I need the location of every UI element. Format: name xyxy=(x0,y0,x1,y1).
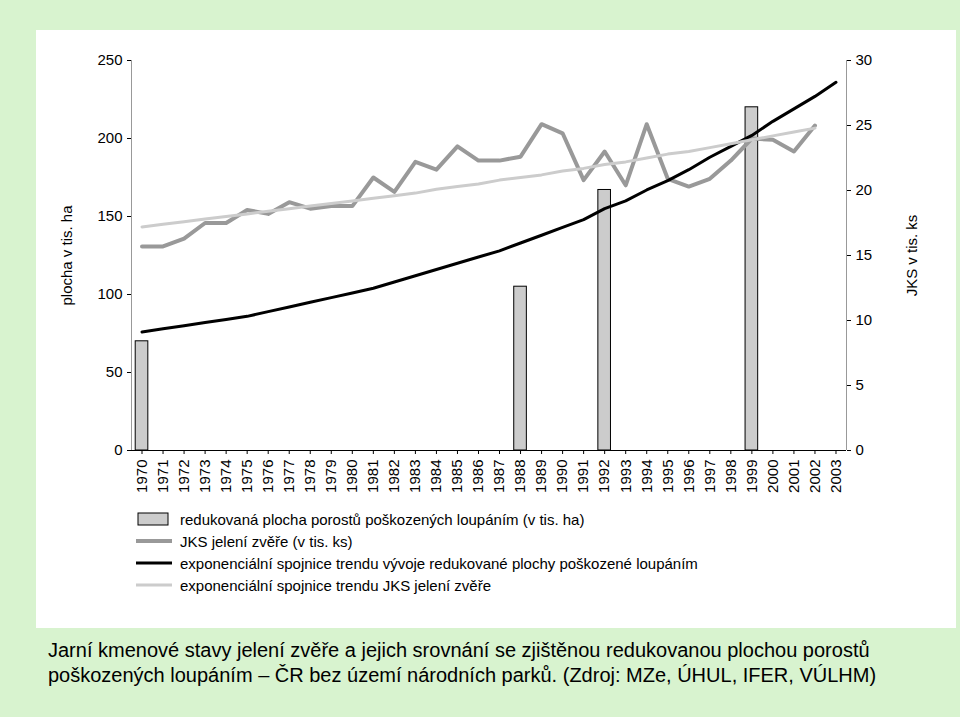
svg-text:1999: 1999 xyxy=(743,460,760,493)
svg-text:15: 15 xyxy=(856,246,873,263)
svg-text:1972: 1972 xyxy=(175,460,192,493)
svg-text:50: 50 xyxy=(106,363,123,380)
svg-text:1970: 1970 xyxy=(133,460,150,493)
svg-text:1978: 1978 xyxy=(301,460,318,493)
svg-text:1989: 1989 xyxy=(532,460,549,493)
svg-text:1996: 1996 xyxy=(680,460,697,493)
svg-text:25: 25 xyxy=(856,116,873,133)
svg-text:1980: 1980 xyxy=(343,460,360,493)
svg-text:200: 200 xyxy=(97,129,122,146)
svg-text:1991: 1991 xyxy=(574,460,591,493)
html-text:redukovaná plocha porostů pošk: redukovaná plocha porostů poškozených lo… xyxy=(180,510,585,528)
svg-text:1979: 1979 xyxy=(322,460,339,493)
svg-text:1983: 1983 xyxy=(406,460,423,493)
svg-text:1987: 1987 xyxy=(490,460,507,493)
svg-text:1984: 1984 xyxy=(427,460,444,493)
svg-text:1982: 1982 xyxy=(385,460,402,493)
svg-text:1973: 1973 xyxy=(196,460,213,493)
svg-text:JKS v tis. ks: JKS v tis. ks xyxy=(903,215,920,297)
svg-text:10: 10 xyxy=(856,311,873,328)
svg-text:1974: 1974 xyxy=(217,460,234,493)
svg-text:20: 20 xyxy=(856,181,873,198)
svg-text:1990: 1990 xyxy=(553,460,570,493)
html-text:Jarní kmenové stavy jelení zvě: Jarní kmenové stavy jelení zvěře a jejic… xyxy=(48,639,877,686)
svg-text:5: 5 xyxy=(856,376,864,393)
svg-text:1994: 1994 xyxy=(638,460,655,493)
svg-text:100: 100 xyxy=(97,285,122,302)
svg-text:1977: 1977 xyxy=(280,460,297,493)
svg-text:1993: 1993 xyxy=(616,460,633,493)
svg-text:2000: 2000 xyxy=(764,460,781,493)
svg-text:1992: 1992 xyxy=(595,460,612,493)
svg-text:1986: 1986 xyxy=(469,460,486,493)
html-text:exponenciální spojnice trendu: exponenciální spojnice trendu JKS jelení… xyxy=(180,576,491,594)
svg-text:1995: 1995 xyxy=(659,460,676,493)
svg-text:0: 0 xyxy=(856,441,864,458)
svg-text:2003: 2003 xyxy=(827,460,844,493)
svg-text:2001: 2001 xyxy=(785,460,802,493)
svg-text:1971: 1971 xyxy=(154,460,171,493)
svg-text:250: 250 xyxy=(97,51,122,68)
svg-text:1988: 1988 xyxy=(511,460,528,493)
svg-text:30: 30 xyxy=(856,51,873,68)
svg-text:150: 150 xyxy=(97,207,122,224)
svg-text:1998: 1998 xyxy=(722,460,739,493)
html-text:exponenciální spojnice trendu: exponenciální spojnice trendu vývoje red… xyxy=(180,554,698,572)
svg-text:1985: 1985 xyxy=(448,460,465,493)
html-text:JKS jelení zvěře (v tis. ks): JKS jelení zvěře (v tis. ks) xyxy=(180,532,353,550)
svg-text:plocha v tis. ha: plocha v tis. ha xyxy=(58,205,75,306)
svg-text:1981: 1981 xyxy=(364,460,381,493)
svg-text:2002: 2002 xyxy=(806,460,823,493)
svg-text:1975: 1975 xyxy=(238,460,255,493)
svg-text:0: 0 xyxy=(114,441,122,458)
svg-text:1976: 1976 xyxy=(259,460,276,493)
svg-text:1997: 1997 xyxy=(701,460,718,493)
